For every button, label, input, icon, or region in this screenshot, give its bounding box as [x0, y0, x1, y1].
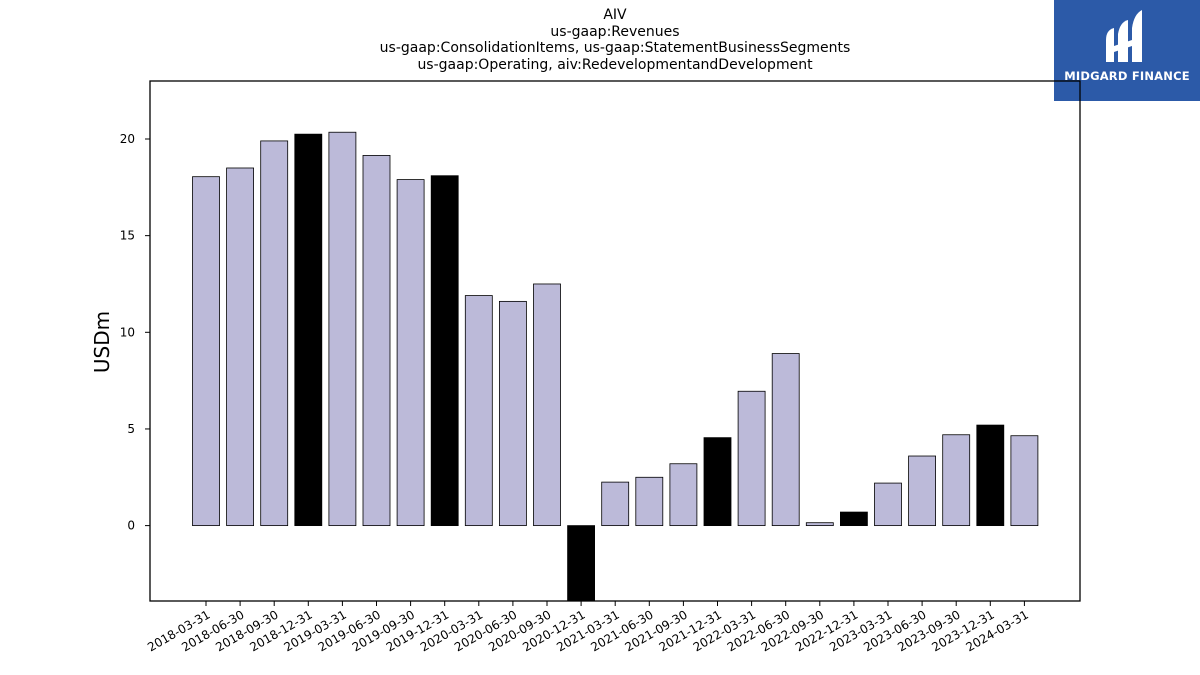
logo-text: MIDGARD FINANCE	[1064, 69, 1190, 83]
bar-2023-12-31	[976, 424, 1005, 527]
y-tick-label: 15	[120, 229, 135, 243]
y-axis-label: USDm	[90, 311, 114, 373]
midgard-finance-logo: MIDGARD FINANCE	[1054, 0, 1200, 101]
bar-2018-12-31	[294, 133, 323, 527]
bar-2020-09-30	[533, 283, 561, 527]
bar-2021-03-31	[601, 481, 630, 527]
y-tick-label: 20	[120, 132, 135, 146]
chart-title-line: us-gaap:Operating, aiv:RedevelopmentandD…	[417, 56, 813, 73]
bar-2019-09-30	[396, 179, 425, 527]
bar-2022-03-31	[737, 390, 766, 527]
bar-2020-03-31	[464, 295, 493, 527]
bar-2022-12-31	[840, 511, 868, 527]
y-tick-label: 5	[127, 422, 135, 436]
bar-2023-03-31	[874, 482, 902, 527]
bar-2020-06-30	[498, 300, 527, 527]
bar-2019-03-31	[328, 131, 357, 527]
bar-2024-03-31	[1010, 435, 1039, 527]
x-axis: 2018-03-312018-06-302018-09-302018-12-31…	[145, 601, 1031, 654]
chart-title: AIV us-gaap:Revenues us-gaap:Consolidati…	[150, 7, 1080, 73]
bar-2019-12-31	[430, 175, 459, 527]
y-axis: 0 5 10 15 20	[120, 132, 150, 533]
plot-frame	[149, 80, 1081, 602]
bars-group	[192, 131, 1039, 602]
bar-2022-09-30	[805, 522, 834, 527]
bar-2023-06-30	[908, 455, 936, 527]
y-tick-label: 0	[127, 519, 135, 533]
midgard-logo-icon	[1106, 10, 1142, 62]
y-tick-label: 10	[120, 325, 135, 339]
bar-2023-09-30	[942, 434, 971, 527]
bar-2021-06-30	[635, 476, 664, 527]
chart-title-line: us-gaap:Revenues	[550, 23, 680, 40]
bar-2020-12-31	[567, 525, 595, 602]
chart-title-line: us-gaap:ConsolidationItems, us-gaap:Stat…	[379, 40, 851, 56]
bar-2019-06-30	[362, 155, 391, 527]
bar-2018-09-30	[260, 140, 289, 527]
bar-2018-03-31	[192, 176, 220, 527]
bar-2021-09-30	[669, 463, 698, 527]
bar-2018-06-30	[226, 167, 255, 527]
bar-2021-12-31	[703, 437, 732, 527]
bar-2022-06-30	[771, 353, 800, 527]
chart-title-line: AIV	[603, 7, 627, 23]
